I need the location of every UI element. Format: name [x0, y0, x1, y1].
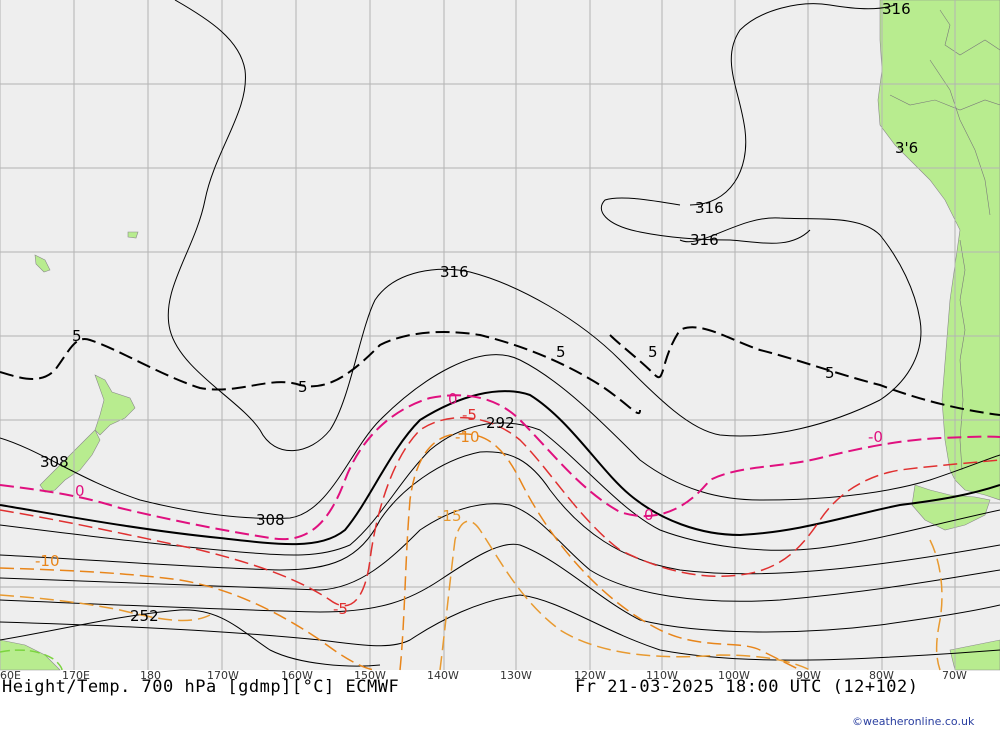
- temp-label: 0: [644, 506, 654, 524]
- land-bottom-right: [949, 639, 1000, 671]
- height-contours: [0, 0, 1000, 667]
- lon-label: 170E: [62, 669, 90, 682]
- credit-link[interactable]: ©weatheronline.co.uk: [852, 715, 975, 728]
- temp-contour-minus10: [0, 433, 801, 671]
- temp-label: -10: [455, 428, 480, 446]
- lon-label: 100W: [718, 669, 750, 682]
- temp-contour-minus5: [0, 417, 1000, 607]
- lon-label: 160W: [281, 669, 313, 682]
- height-label: 292: [486, 414, 515, 432]
- lon-label: 170W: [207, 669, 239, 682]
- lon-label: 90W: [796, 669, 821, 682]
- height-labels: 316 316 316 316 3'6 308 308 292 252: [40, 0, 918, 625]
- height-label: 316: [695, 199, 724, 217]
- lon-label: 110W: [646, 669, 678, 682]
- temp-label: 5: [298, 378, 308, 396]
- land-southern-tip-left: [0, 639, 61, 671]
- temp-contour-minus15: [0, 520, 811, 671]
- temp-label: 0: [448, 390, 458, 408]
- border-line: [889, 94, 1000, 111]
- height-contour-316-west: [167, 0, 922, 452]
- temp-label: -0: [868, 428, 883, 446]
- temp-label: -5: [462, 406, 477, 424]
- height-contour-292: [0, 422, 1000, 556]
- height-contour-316-north: [689, 3, 896, 206]
- height-contour-284: [0, 451, 1000, 575]
- height-contour-276: [0, 503, 1000, 602]
- temp-label: 5: [825, 364, 835, 382]
- lon-label: 60E: [0, 669, 21, 682]
- lon-label: 80W: [869, 669, 894, 682]
- lon-label: 150W: [354, 669, 386, 682]
- border-line: [959, 239, 966, 471]
- height-label: 252: [130, 607, 159, 625]
- border-line: [929, 59, 991, 216]
- temp-contour-0: [0, 394, 1000, 541]
- valid-time: Fr 21-03-2025 18:00 UTC (12+102): [575, 677, 919, 697]
- temp-contour-green: [0, 649, 63, 671]
- height-contour-252: [0, 609, 381, 667]
- temp-contour-5: [0, 331, 641, 415]
- lon-label: 70W: [942, 669, 967, 682]
- height-label: 316: [882, 0, 911, 18]
- temp-contour-5-east: [609, 326, 1000, 416]
- lon-label: 140W: [427, 669, 459, 682]
- temp-label: 5: [72, 327, 82, 345]
- ocean-background: [0, 0, 1000, 670]
- height-label: 316: [440, 263, 469, 281]
- height-contour-260: [0, 594, 1000, 661]
- temp-label: 5: [648, 343, 658, 361]
- longitude-axis: 60E 170E 180 170W 160W 150W 140W 130W 12…: [0, 669, 967, 682]
- land-small-islands: [34, 231, 139, 273]
- height-label: 3'6: [895, 139, 918, 157]
- lon-label: 130W: [500, 669, 532, 682]
- temp-label: -15: [437, 507, 462, 525]
- lon-label: 180: [140, 669, 161, 682]
- height-contour-316-loop: [600, 197, 811, 244]
- height-contour-268: [0, 543, 1000, 633]
- map-title: Height/Temp. 700 hPa [gdmp][°C] ECMWF: [2, 677, 400, 697]
- temp-contour-minus15-east: [929, 539, 943, 671]
- country-borders: [889, 9, 1000, 471]
- height-label: 308: [256, 511, 285, 529]
- height-contour-308: [0, 354, 1000, 519]
- height-label: 308: [40, 453, 69, 471]
- temp-label: -10: [35, 552, 60, 570]
- land-tierra-del-fuego: [911, 484, 991, 531]
- height-contour-300: [0, 390, 1000, 546]
- temp-label: 0: [75, 482, 85, 500]
- lon-label: 120W: [574, 669, 606, 682]
- temperature-contours: [0, 326, 1000, 671]
- temperature-labels: 5 5 5 5 5 0 0 0 -0 -5 -5 -10 -10 -15: [35, 327, 883, 618]
- temp-label: 5: [556, 343, 566, 361]
- border-line: [939, 9, 1000, 56]
- height-label: 316: [690, 231, 719, 249]
- temp-label: -5: [333, 600, 348, 618]
